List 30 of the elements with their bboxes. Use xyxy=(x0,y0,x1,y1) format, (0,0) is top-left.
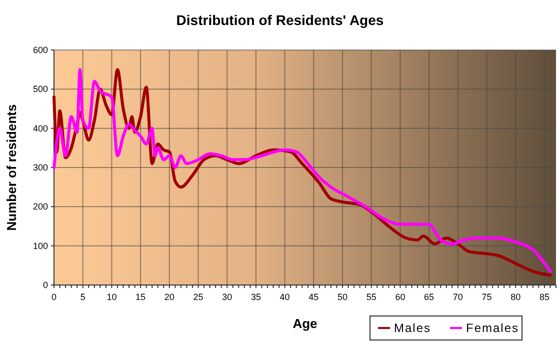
y-tick-label: 0 xyxy=(42,280,48,290)
legend-label: Females xyxy=(466,321,520,335)
x-tick-label: 80 xyxy=(510,292,521,302)
x-tick-label: 70 xyxy=(452,292,463,302)
x-tick-label: 60 xyxy=(395,292,406,302)
x-tick-label: 55 xyxy=(366,292,376,302)
chart-title: Distribution of Residents' Ages xyxy=(176,12,384,28)
x-tick-label: 35 xyxy=(250,292,261,302)
y-tick-label: 500 xyxy=(32,84,48,94)
x-tick-label: 50 xyxy=(338,292,348,302)
x-axis-title: Age xyxy=(292,316,318,331)
y-axis-title: Number of residents xyxy=(4,104,19,231)
x-tick-label: 15 xyxy=(136,292,146,302)
x-tick-label: 25 xyxy=(193,292,204,302)
x-tick-label: 75 xyxy=(482,292,492,302)
y-tick-label: 400 xyxy=(32,123,48,134)
x-tick-label: 45 xyxy=(308,292,319,302)
y-tick-label: 300 xyxy=(32,162,48,172)
x-tick-label: 40 xyxy=(280,292,290,302)
x-tick-label: 5 xyxy=(80,292,86,302)
x-tick-label: 0 xyxy=(51,292,57,302)
legend-label: Males xyxy=(394,321,432,335)
y-tick-label: 100 xyxy=(32,240,48,251)
y-tick-label: 200 xyxy=(32,202,48,212)
y-tick-label: 600 xyxy=(32,45,48,55)
x-tick-label: 30 xyxy=(222,292,232,302)
x-tick-label: 10 xyxy=(106,292,117,302)
x-tick-label: 20 xyxy=(164,292,174,302)
x-tick-label: 85 xyxy=(539,292,550,302)
x-tick-label: 65 xyxy=(424,292,434,302)
